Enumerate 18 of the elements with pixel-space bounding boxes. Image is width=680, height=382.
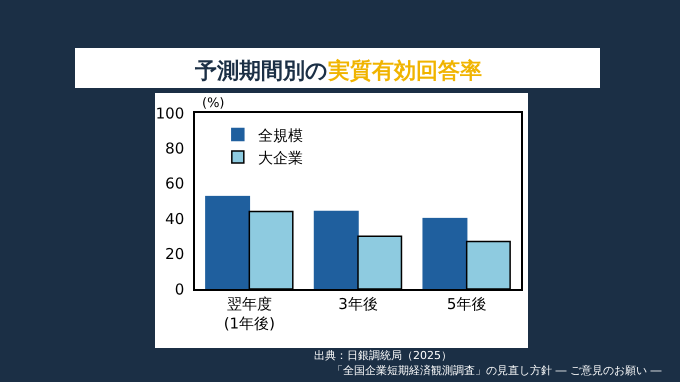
- y-tick-label: 40: [165, 210, 184, 228]
- bar: [314, 210, 359, 289]
- y-tick-label: 60: [165, 174, 184, 193]
- y-tick-label: 100: [156, 104, 184, 122]
- chart-title: 予測期間別の実質有効回答率: [194, 58, 482, 84]
- y-tick-label: 20: [165, 245, 184, 264]
- x-tick-label: 翌年度 (1年後): [224, 294, 275, 332]
- x-tick-label: 3年後: [338, 294, 378, 313]
- bar: [422, 218, 468, 289]
- text: 「全国企業短期経済観測調査」の見直し方針 ― ご意見のお願い ―: [332, 364, 662, 377]
- y-tick-label: 0: [174, 280, 184, 298]
- source-note: 出典：日銀調統局（2025）: [314, 349, 452, 362]
- bar: [205, 196, 250, 289]
- y-axis-title: (%): [202, 96, 224, 111]
- legend-label: 大企業: [258, 148, 303, 167]
- x-tick-label: 5年後: [446, 294, 486, 313]
- y-tick-label: 80: [165, 139, 184, 158]
- legend-label: 全規模: [258, 126, 303, 144]
